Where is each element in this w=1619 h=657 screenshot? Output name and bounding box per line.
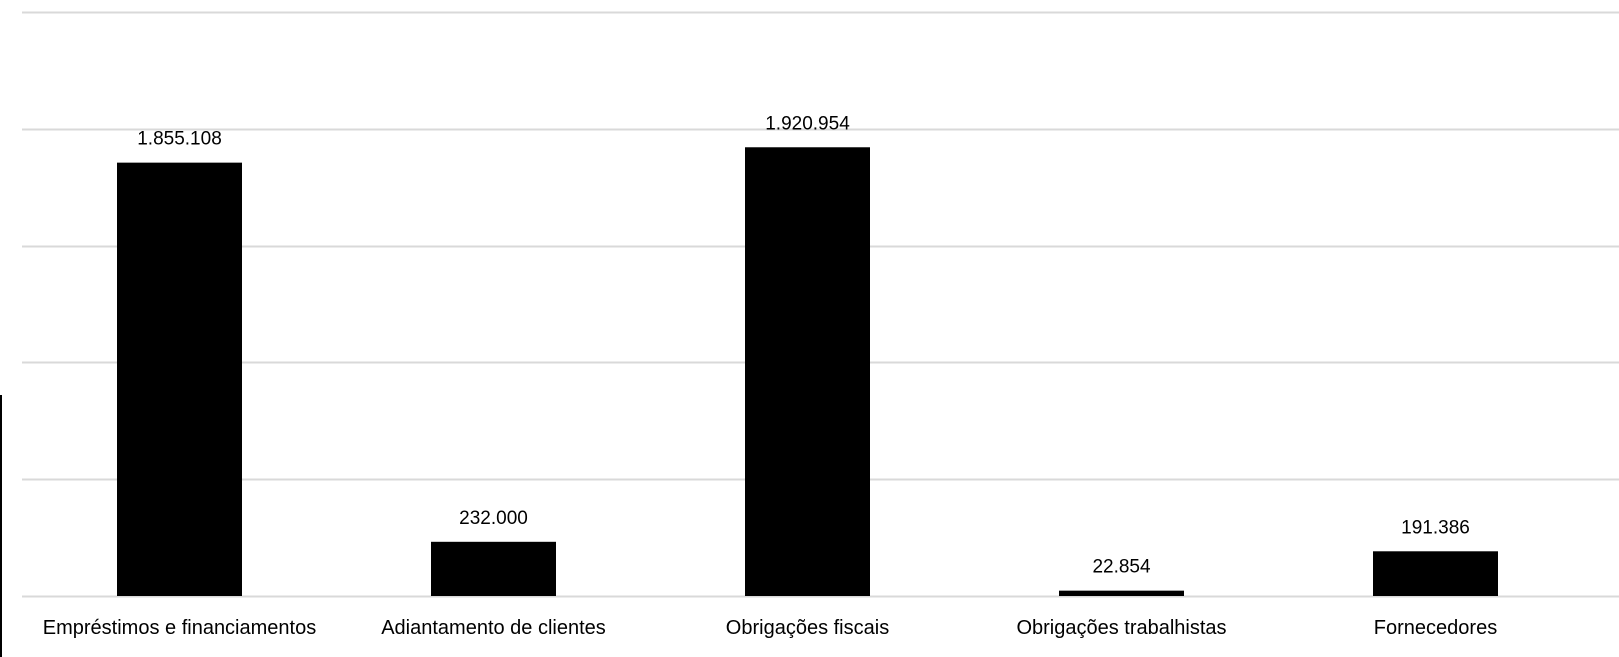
category-label-5: Fornecedores — [1374, 617, 1497, 639]
data-label-1: 1.855.108 — [137, 129, 222, 150]
category-labels: Empréstimos e financiamentos Adiantamento… — [43, 617, 1497, 639]
data-label-2: 232.000 — [459, 508, 528, 529]
bar-4 — [1059, 590, 1184, 596]
bar-3 — [745, 147, 870, 597]
category-label-3: Obrigações fiscais — [726, 617, 889, 639]
bar-2 — [431, 541, 556, 596]
data-label-4: 22.854 — [1092, 557, 1151, 578]
category-label-1: Empréstimos e financiamentos — [43, 617, 316, 639]
data-label-3: 1.920.954 — [765, 113, 850, 134]
category-label-2: Adiantamento de clientes — [381, 617, 606, 639]
data-labels: 1.855.108 232.000 1.920.954 22.854 191.386 — [137, 113, 1470, 577]
left-edge-line — [0, 395, 2, 657]
bars — [117, 147, 1498, 597]
data-label-5: 191.386 — [1401, 517, 1470, 538]
bar-5 — [1373, 551, 1498, 596]
bar-1 — [117, 162, 242, 596]
category-label-4: Obrigações trabalhistas — [1016, 617, 1226, 639]
